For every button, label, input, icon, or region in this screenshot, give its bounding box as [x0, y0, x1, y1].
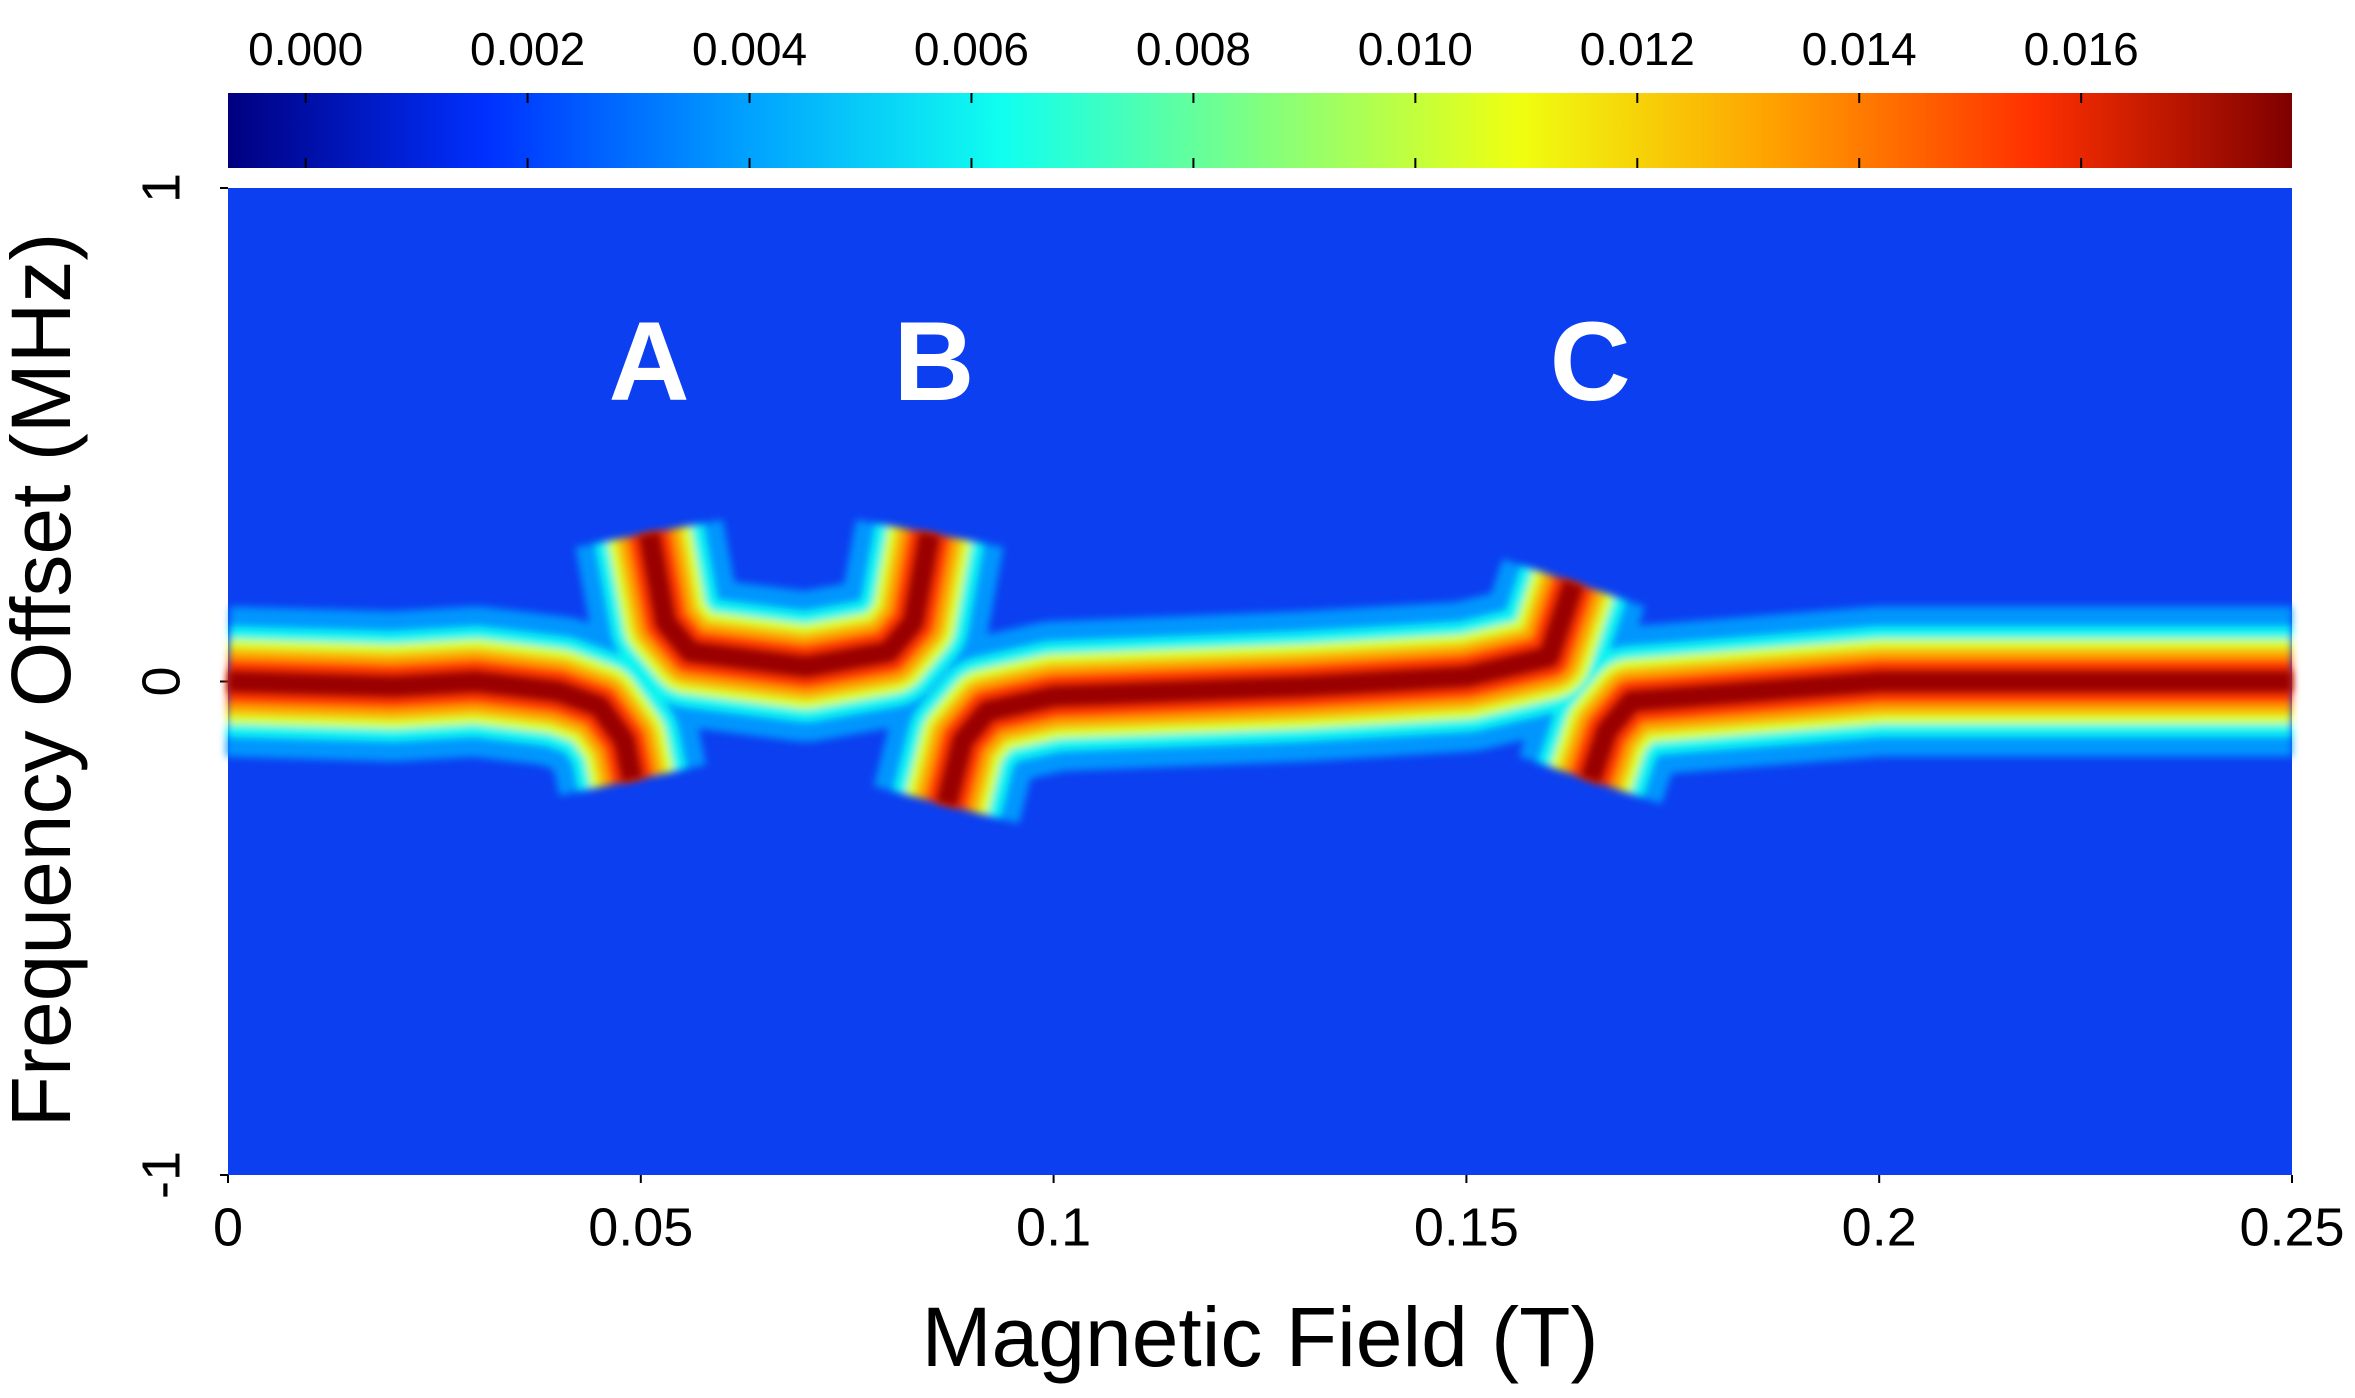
colorbar: [228, 93, 2292, 168]
x-tick-label: 0.25: [2239, 1197, 2344, 1257]
colorbar-tick-label: 0.004: [692, 23, 807, 75]
ridge-line: [227, 531, 2292, 808]
y-tick-label: -1: [131, 1151, 191, 1199]
x-tick-label: 0.2: [1842, 1197, 1917, 1257]
x-tick-label: 0.1: [1016, 1197, 1091, 1257]
y-tick-label: 0: [131, 666, 191, 696]
x-tick-label: 0: [213, 1197, 243, 1257]
annotation: C: [1550, 299, 1631, 424]
colorbar-tick-label: 0.016: [2024, 23, 2139, 75]
y-tick-label: 1: [131, 173, 191, 203]
x-tick-label: 0.15: [1414, 1197, 1519, 1257]
colorbar-tick-label: 0.012: [1580, 23, 1695, 75]
y-axis-label: Frequency Offset (MHz): [0, 233, 88, 1128]
colorbar-tick-label: 0.002: [470, 23, 585, 75]
colorbar-tick-label: 0.006: [914, 23, 1029, 75]
colorbar-tick-label: 0.000: [248, 23, 363, 75]
annotation: A: [609, 299, 690, 424]
colorbar-tick-label: 0.010: [1358, 23, 1473, 75]
annotation: B: [893, 299, 974, 424]
colorbar-tick-label: 0.008: [1136, 23, 1251, 75]
x-axis-label: Magnetic Field (T): [922, 1290, 1599, 1384]
colorbar-tick-label: 0.014: [1802, 23, 1917, 75]
x-tick-label: 0.05: [588, 1197, 693, 1257]
